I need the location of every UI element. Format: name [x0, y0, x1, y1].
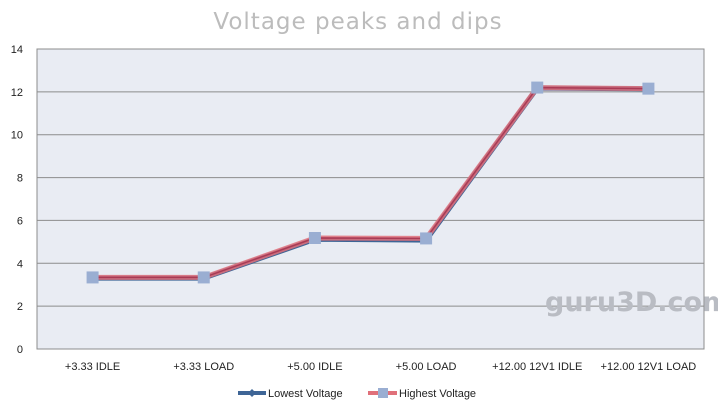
- legend-marker-lowest: [248, 389, 256, 397]
- data-point-highest-voltage: [86, 271, 99, 284]
- legend-label-lowest: Lowest Voltage: [268, 388, 343, 400]
- series-line-overlap: [92, 86, 649, 279]
- y-tick-label: 14: [11, 44, 23, 56]
- x-tick-label: +5.00 IDLE: [287, 361, 342, 373]
- x-axis-ticks: +3.33 IDLE +3.33 LOAD +5.00 IDLE +5.00 LOAD…: [65, 361, 696, 373]
- y-tick-label: 8: [17, 173, 23, 185]
- legend-marker-highest: [378, 388, 388, 398]
- x-tick-label: +3.33 LOAD: [173, 361, 234, 373]
- y-tick-label: 6: [17, 215, 23, 227]
- data-point-highest-voltage: [308, 232, 321, 244]
- data-point-highest-voltage: [642, 82, 655, 95]
- y-tick-label: 12: [11, 87, 23, 99]
- plot-area: [36, 48, 705, 350]
- x-tick-label: +12.00 12V1 IDLE: [492, 361, 582, 373]
- y-tick-label: 2: [17, 301, 23, 313]
- legend-label-highest: Highest Voltage: [399, 388, 476, 400]
- legend: Lowest Voltage Highest Voltage: [238, 388, 476, 400]
- gridlines: [37, 91, 704, 307]
- data-point-highest-voltage: [420, 232, 433, 245]
- y-tick-label: 10: [11, 130, 23, 142]
- y-tick-label: 4: [17, 258, 23, 270]
- x-tick-label: +5.00 LOAD: [396, 361, 457, 373]
- watermark: guru3D.com: [545, 287, 718, 318]
- x-tick-label: +3.33 IDLE: [65, 361, 120, 373]
- chart-title: Voltage peaks and dips: [213, 9, 502, 35]
- data-point-highest-voltage: [197, 271, 210, 284]
- data-point-highest-voltage: [531, 81, 544, 94]
- y-tick-label: 0: [17, 344, 23, 356]
- y-axis-ticks: 0 2 4 6 8 10 12 14: [11, 44, 23, 356]
- series-group: [86, 81, 655, 284]
- x-tick-label: +12.00 12V1 LOAD: [601, 361, 697, 373]
